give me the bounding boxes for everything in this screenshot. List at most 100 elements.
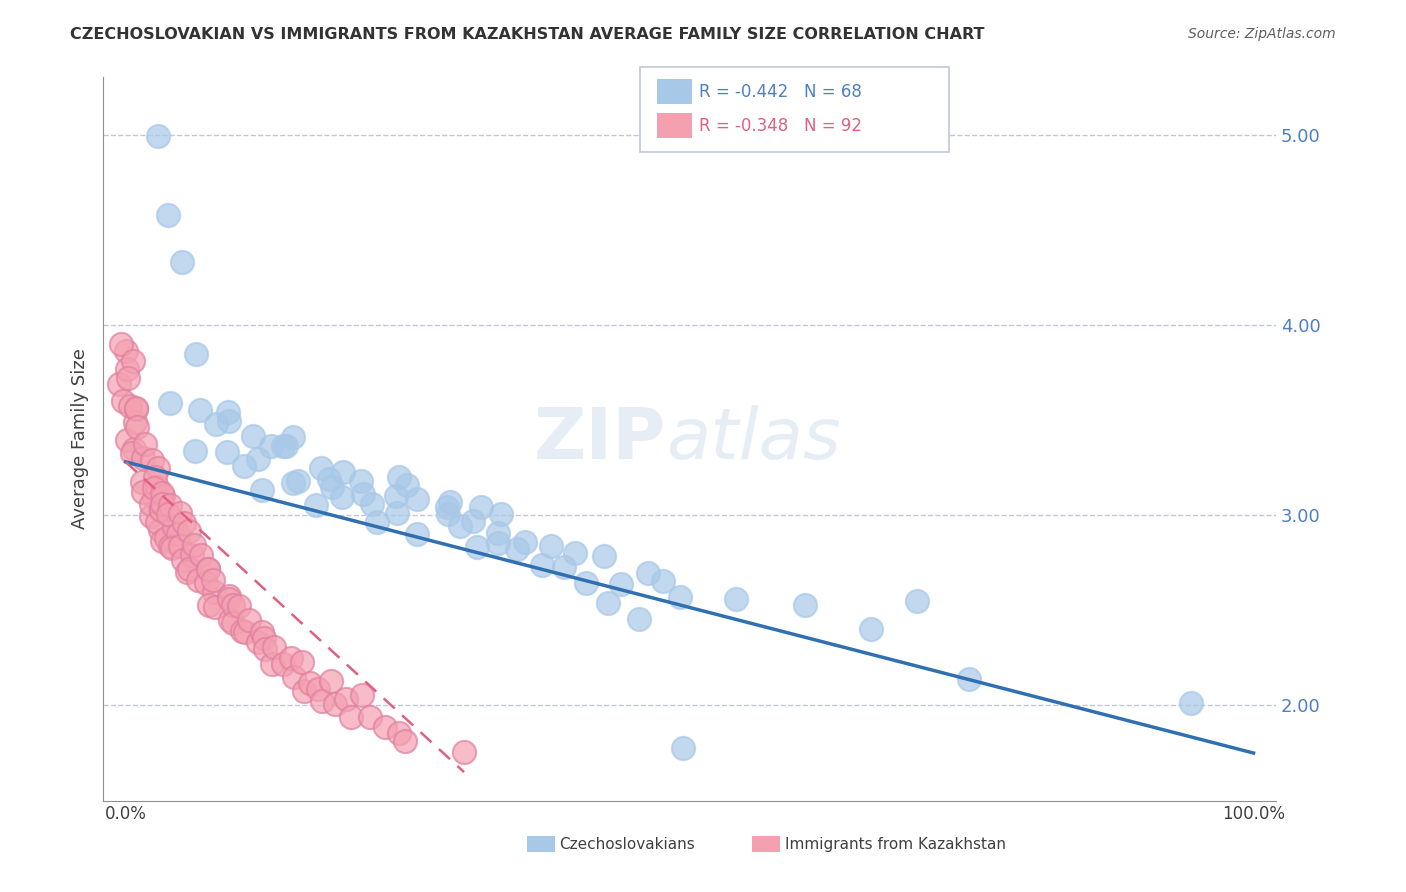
Point	[197, 562, 219, 576]
Point	[184, 347, 207, 361]
Point	[1180, 696, 1202, 710]
Point	[260, 439, 283, 453]
Point	[486, 535, 509, 549]
Point	[139, 497, 162, 511]
Point	[177, 562, 200, 576]
Point	[374, 720, 396, 734]
Point	[172, 553, 194, 567]
Point	[108, 376, 131, 391]
Point	[159, 539, 181, 553]
Point	[188, 403, 211, 417]
Point	[150, 486, 173, 500]
Point	[598, 596, 620, 610]
Point	[197, 562, 219, 576]
Point	[280, 651, 302, 665]
Point	[449, 519, 471, 533]
Point	[463, 514, 485, 528]
Point	[437, 507, 460, 521]
Point	[233, 624, 256, 639]
Point	[406, 527, 429, 541]
Point	[360, 497, 382, 511]
Text: Source: ZipAtlas.com: Source: ZipAtlas.com	[1188, 27, 1336, 41]
Point	[146, 461, 169, 475]
Point	[198, 598, 221, 612]
Point	[957, 672, 980, 686]
Point	[167, 527, 190, 541]
Point	[793, 599, 815, 613]
Point	[246, 451, 269, 466]
Point	[152, 489, 174, 503]
Point	[132, 485, 155, 500]
Point	[905, 593, 928, 607]
Point	[540, 539, 562, 553]
Point	[388, 726, 411, 740]
Point	[159, 396, 181, 410]
Point	[287, 474, 309, 488]
Point	[349, 474, 371, 488]
Point	[115, 361, 138, 376]
Point	[672, 740, 695, 755]
Text: ZIP: ZIP	[534, 405, 666, 474]
Point	[332, 465, 354, 479]
Point	[254, 642, 277, 657]
Point	[260, 657, 283, 671]
Point	[352, 486, 374, 500]
Point	[222, 616, 245, 631]
Point	[860, 622, 883, 636]
Point	[183, 444, 205, 458]
Point	[318, 472, 340, 486]
Point	[217, 405, 239, 419]
Point	[250, 624, 273, 639]
Point	[321, 480, 343, 494]
Point	[125, 402, 148, 417]
Point	[439, 495, 461, 509]
Point	[110, 337, 132, 351]
Point	[271, 439, 294, 453]
Point	[219, 613, 242, 627]
Point	[152, 533, 174, 548]
Point	[218, 414, 240, 428]
Point	[489, 507, 512, 521]
Point	[292, 684, 315, 698]
Point	[143, 482, 166, 496]
Point	[160, 541, 183, 555]
Point	[247, 635, 270, 649]
Point	[233, 459, 256, 474]
Point	[152, 497, 174, 511]
Point	[218, 591, 240, 606]
Point	[146, 480, 169, 494]
Point	[283, 476, 305, 491]
Point	[205, 417, 228, 431]
Point	[194, 575, 217, 590]
Point	[253, 631, 276, 645]
Point	[350, 688, 373, 702]
Text: Immigrants from Kazakhstan: Immigrants from Kazakhstan	[785, 838, 1005, 852]
Point	[291, 655, 314, 669]
Point	[513, 534, 536, 549]
Point	[169, 506, 191, 520]
Point	[122, 354, 145, 368]
Point	[276, 439, 298, 453]
Point	[180, 549, 202, 563]
Point	[505, 542, 527, 557]
Point	[172, 255, 194, 269]
Text: R = -0.442   N = 68: R = -0.442 N = 68	[699, 83, 862, 101]
Point	[228, 599, 250, 614]
Point	[155, 531, 177, 545]
Text: atlas: atlas	[666, 405, 841, 474]
Point	[283, 430, 305, 444]
Point	[238, 613, 260, 627]
Point	[218, 590, 240, 604]
Point	[388, 470, 411, 484]
Point	[125, 401, 148, 416]
Point	[150, 502, 173, 516]
Point	[593, 549, 616, 564]
Point	[131, 475, 153, 489]
Point	[139, 508, 162, 523]
Point	[307, 681, 329, 696]
Point	[359, 710, 381, 724]
Point	[319, 674, 342, 689]
Point	[157, 208, 180, 222]
Point	[115, 343, 138, 358]
Point	[187, 574, 209, 588]
